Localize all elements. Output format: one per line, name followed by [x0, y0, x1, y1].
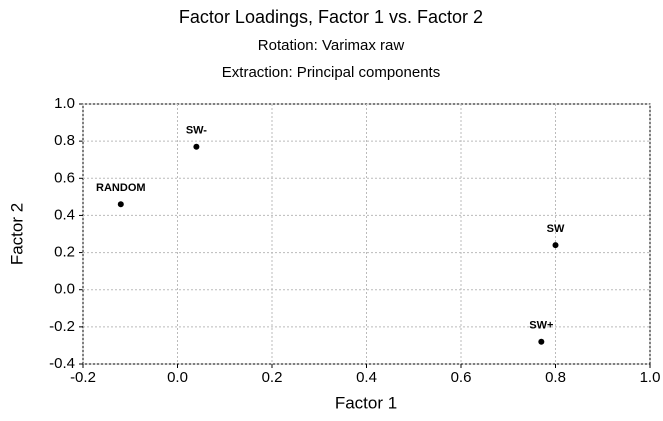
point: [193, 143, 200, 150]
x-tick-label: 0.0: [167, 369, 188, 386]
x-tick-label: 1.0: [640, 369, 661, 386]
y-axis-label: Factor 2: [7, 203, 26, 265]
y-tick-label: 1.0: [54, 95, 75, 112]
point-label: RANDOM: [96, 182, 146, 194]
y-tick-label: 0.4: [54, 206, 75, 223]
y-tick-label: -0.2: [49, 318, 75, 335]
x-tick-label: 0.4: [356, 369, 377, 386]
point-label: SW+: [529, 320, 553, 332]
y-tick-label: 0.2: [54, 244, 75, 261]
chart-subtitle: Extraction: Principal components: [222, 64, 440, 81]
point: [538, 338, 545, 345]
x-axis-label: Factor 1: [335, 393, 397, 412]
point-label: SW-: [186, 125, 207, 137]
chart-title: Factor Loadings, Factor 1 vs. Factor 2: [179, 7, 483, 27]
x-tick-label: 0.8: [545, 369, 566, 386]
x-tick-label: -0.2: [70, 369, 96, 386]
y-tick-label: 0.8: [54, 132, 75, 149]
y-tick-label: -0.4: [49, 355, 75, 372]
point: [552, 242, 559, 249]
x-tick-label: 0.6: [451, 369, 472, 386]
point-label: SW: [547, 223, 565, 235]
chart-subtitle: Rotation: Varimax raw: [258, 37, 405, 54]
y-tick-label: 0.0: [54, 281, 75, 298]
x-tick-label: 0.2: [262, 369, 283, 386]
y-tick-label: 0.6: [54, 169, 75, 186]
point: [117, 201, 124, 208]
